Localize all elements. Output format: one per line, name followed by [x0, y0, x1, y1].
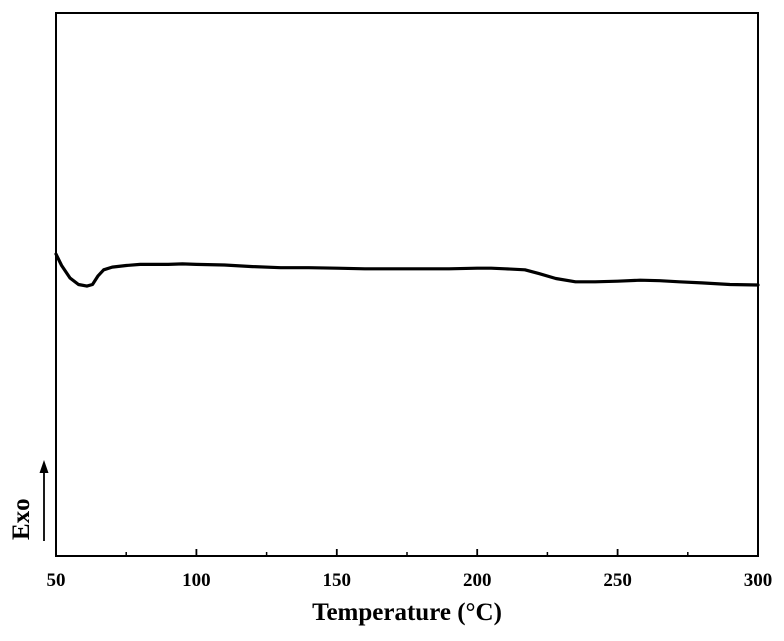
series-line — [54, 252, 760, 288]
x-tick-label-250: 250 — [603, 570, 632, 591]
x-tick-label-200: 200 — [463, 570, 492, 591]
x-axis-tick-labels: 50 100 150 200 250 300 — [47, 570, 773, 591]
x-tick-label-50: 50 — [47, 570, 66, 591]
x-axis-ticks — [55, 549, 759, 556]
x-tick-label-150: 150 — [323, 570, 352, 591]
y-axis-label: Exo — [8, 498, 35, 540]
x-tick-label-100: 100 — [182, 570, 211, 591]
x-axis-label: Temperature (°C) — [312, 599, 502, 626]
x-tick-label-300: 300 — [744, 570, 773, 591]
plot-frame — [55, 12, 759, 557]
exo-arrow — [39, 460, 49, 541]
